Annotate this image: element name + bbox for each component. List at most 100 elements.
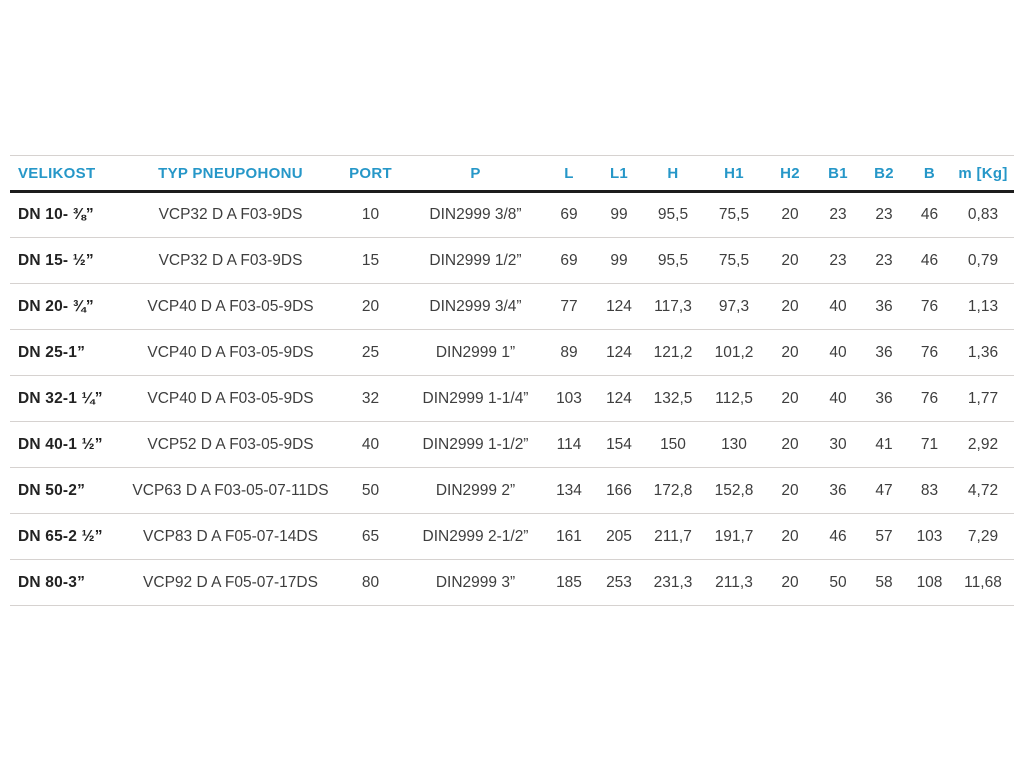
table-cell: 75,5 [718, 206, 750, 223]
table-cell: 50 [361, 481, 380, 499]
column-header-h1: H1 [724, 165, 744, 182]
table-cell: 69 [560, 206, 578, 223]
table-cell: DIN2999 1/2” [429, 251, 522, 269]
table-cell: 20 [781, 435, 799, 453]
table-cell: 25 [361, 343, 380, 361]
table-cell: 121,2 [653, 343, 693, 361]
table-cell: 20 [361, 297, 380, 315]
table-cell: 15 [361, 251, 380, 269]
table-cell: 166 [606, 481, 632, 499]
table-cell: DIN2999 2-1/2” [422, 527, 529, 545]
column-header-h2: H2 [780, 165, 800, 182]
table-cell: 71 [920, 435, 939, 453]
table-row: DN 32-1 ¼” VCP40 D A F03-05-9DS 32 DIN2999 … [10, 376, 1014, 422]
table-row: DN 50-2” VCP63 D A F03-05-07-11DS 50 DIN299… [10, 468, 1014, 514]
table-cell: 1,36 [967, 343, 999, 361]
table-cell: 20 [781, 206, 799, 223]
table-cell: 97,3 [718, 297, 750, 315]
column-header-l: L [564, 165, 574, 182]
table-cell: 32 [361, 389, 380, 407]
table-cell: 23 [875, 251, 893, 269]
table-row: DN 40-1 ½” VCP52 D A F03-05-9DS 40 DIN2999 … [10, 422, 1014, 468]
table-cell: 40 [361, 435, 380, 453]
table-cell: DN 25-1” [18, 343, 86, 361]
table-cell: 65 [361, 527, 380, 545]
table-cell: 23 [829, 206, 847, 223]
table-cell: 103 [916, 527, 943, 545]
table-cell: 76 [920, 297, 939, 315]
table-cell: 152,8 [714, 481, 754, 499]
table-cell: 231,3 [653, 573, 693, 591]
table-cell: 134 [556, 481, 582, 499]
table-cell: DN 10- ⅜” [18, 206, 94, 223]
table-cell: 76 [920, 389, 939, 407]
table-cell: DIN2999 2” [435, 481, 516, 499]
table-cell: 69 [560, 251, 578, 269]
table-cell: 117,3 [654, 297, 692, 315]
table-cell: 36 [829, 481, 847, 499]
table-cell: 46 [920, 206, 939, 223]
table-cell: 253 [606, 573, 632, 591]
table-cell: 1,77 [967, 389, 999, 407]
table-header-row: VELIKOST TYP PNEUPOHONU PORT P L L1 H H1 H2 B1 B2 B… [10, 155, 1014, 192]
table-row: DN 65-2 ½” VCP83 D A F05-07-14DS 65 DIN2999… [10, 514, 1014, 560]
table-cell: 211,7 [654, 527, 692, 545]
table-cell: 103 [556, 389, 582, 407]
table-cell: 23 [829, 251, 847, 269]
table-cell: 83 [920, 481, 939, 499]
table-cell: 50 [829, 573, 847, 591]
table-cell: DN 65-2 ½” [18, 527, 103, 545]
spec-table-container: VELIKOST TYP PNEUPOHONU PORT P L L1 H H1 H2 B1 B2 B… [10, 155, 1014, 606]
table-cell: 0,79 [967, 251, 999, 269]
table-cell: DN 50-2” [18, 481, 86, 499]
table-cell: 4,72 [967, 481, 999, 499]
column-header-port: PORT [349, 165, 392, 182]
table-header: VELIKOST TYP PNEUPOHONU PORT P L L1 H H1 H2 B1 B2 B… [10, 155, 1014, 192]
table-row: DN 20- ¾” VCP40 D A F03-05-9DS 20 DIN2999 3… [10, 284, 1014, 330]
table-cell: 47 [875, 481, 893, 499]
table-cell: 108 [916, 573, 943, 591]
table-cell: 1,13 [967, 297, 999, 315]
column-header-p: P [470, 165, 481, 182]
table-cell: 11,68 [964, 573, 1002, 591]
table-row: DN 10- ⅜” VCP32 D A F03-9DS 10 DIN2999 3/8”… [10, 192, 1014, 238]
table-cell: DN 80-3” [18, 573, 86, 591]
table-cell: 114 [556, 435, 582, 453]
table-cell: 36 [875, 389, 893, 407]
table-cell: 46 [829, 527, 847, 545]
table-cell: 95,5 [657, 251, 689, 269]
table-cell: 20 [781, 297, 799, 315]
table-cell: VCP40 D A F03-05-9DS [147, 343, 314, 361]
table-cell: 41 [875, 435, 893, 453]
column-header-h: H [667, 165, 679, 182]
column-header-b: B [923, 165, 936, 182]
table-cell: 30 [829, 435, 847, 453]
table-cell: 36 [875, 297, 893, 315]
table-cell: VCP52 D A F03-05-9DS [147, 435, 314, 453]
table-cell: 40 [829, 297, 847, 315]
table-cell: 185 [556, 573, 582, 591]
table-cell: 23 [875, 206, 893, 223]
table-cell: 20 [781, 343, 799, 361]
table-cell: DIN2999 1-1/2” [422, 435, 529, 453]
table-row: DN 25-1” VCP40 D A F03-05-9DS 25 DIN2999 1”… [10, 330, 1014, 376]
table-cell: 95,5 [657, 206, 689, 223]
table-cell: VCP32 D A F03-9DS [158, 206, 303, 223]
table-cell: 20 [781, 389, 799, 407]
table-cell: 40 [829, 389, 847, 407]
table-cell: 150 [660, 435, 686, 453]
column-header-b2: B2 [874, 165, 894, 182]
table-cell: 57 [875, 527, 893, 545]
table-cell: 40 [829, 343, 847, 361]
table-cell: DN 32-1 ¼” [18, 389, 103, 407]
table-body: DN 10- ⅜” VCP32 D A F03-9DS 10 DIN2999 3/8”… [10, 192, 1014, 606]
table-cell: 154 [606, 435, 632, 453]
table-cell: 132,5 [653, 389, 693, 407]
table-cell: 75,5 [718, 251, 750, 269]
table-cell: 99 [610, 206, 628, 223]
table-row: DN 15- ½” VCP32 D A F03-9DS 15 DIN2999 1/2”… [10, 238, 1014, 284]
table-cell: 7,29 [967, 527, 999, 545]
table-cell: 130 [721, 435, 747, 453]
table-cell: DN 15- ½” [18, 251, 94, 269]
table-cell: 10 [361, 206, 380, 223]
